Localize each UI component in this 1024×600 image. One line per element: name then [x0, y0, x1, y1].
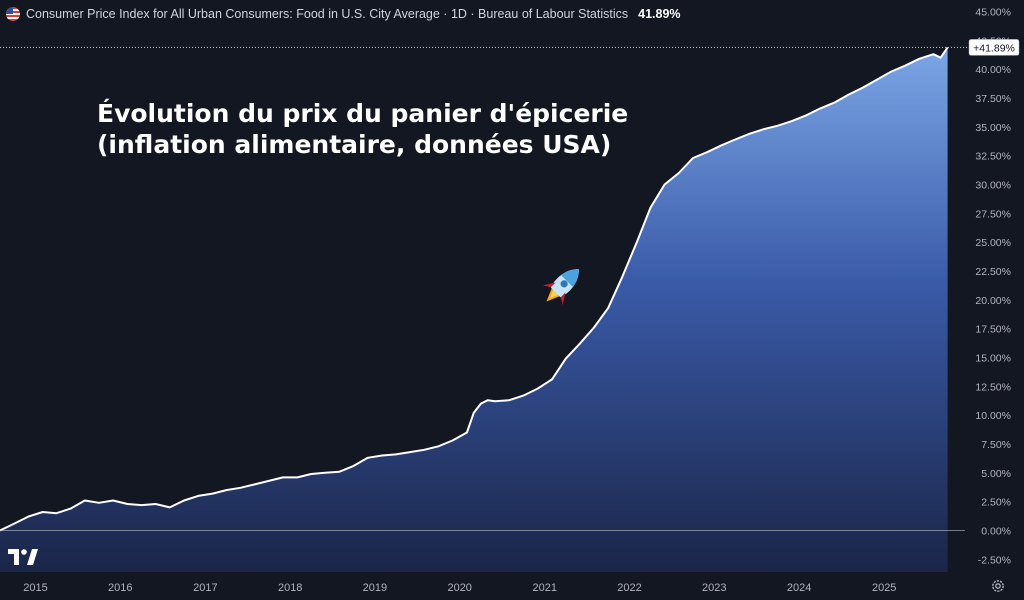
x-tick-label: 2025: [872, 582, 896, 594]
y-tick-label: 35.00%: [975, 122, 1011, 134]
y-tick-label: 2.50%: [981, 497, 1011, 509]
x-tick-label: 2015: [23, 582, 47, 594]
tradingview-logo-icon[interactable]: [8, 549, 38, 565]
area-fill: [0, 47, 948, 572]
series-last-value: 41.89%: [638, 7, 681, 21]
y-tick-label: 0.00%: [981, 526, 1011, 538]
y-tick-label: 32.50%: [975, 151, 1011, 163]
y-tick-label: 30.00%: [975, 180, 1011, 192]
x-tick-label: 2022: [617, 582, 641, 594]
y-tick-label: 40.00%: [975, 64, 1011, 76]
annotation-line-1: Évolution du prix du panier d'épicerie: [97, 99, 628, 128]
series-line[interactable]: [0, 46, 949, 532]
y-tick-label: 37.50%: [975, 93, 1011, 105]
x-tick-label: 2023: [702, 582, 726, 594]
series-title: Consumer Price Index for All Urban Consu…: [26, 7, 629, 21]
y-tick-label: 27.50%: [975, 208, 1011, 220]
y-tick-label: 5.00%: [981, 468, 1011, 480]
y-tick-label: 17.50%: [975, 324, 1011, 336]
y-tick-label: 25.00%: [975, 237, 1011, 249]
y-tick-label: 12.50%: [975, 381, 1011, 393]
gear-icon[interactable]: [991, 579, 1005, 593]
x-tick-label: 2016: [108, 582, 132, 594]
y-tick-label: 22.50%: [975, 266, 1011, 278]
y-tick-label: 10.00%: [975, 410, 1011, 422]
x-tick-label: 2019: [363, 582, 387, 594]
y-tick-label: 7.50%: [981, 439, 1011, 451]
x-tick-label: 2024: [787, 582, 811, 594]
us-flag-icon: [6, 7, 20, 21]
last-value-label: +41.89%: [973, 42, 1015, 54]
y-tick-label: -2.50%: [978, 554, 1011, 566]
y-tick-label: 45.00%: [975, 7, 1011, 19]
x-tick-label: 2020: [447, 582, 471, 594]
rocket-icon: [542, 269, 579, 306]
x-tick-label: 2018: [278, 582, 302, 594]
y-tick-label: 15.00%: [975, 353, 1011, 365]
x-tick-label: 2021: [533, 582, 557, 594]
y-tick-label: 20.00%: [975, 295, 1011, 307]
last-value-badge: [968, 39, 1020, 56]
annotation-line-2: (inflation alimentaire, données USA): [97, 130, 611, 159]
chart-header: Consumer Price Index for All Urban Consu…: [6, 4, 681, 24]
x-tick-label: 2017: [193, 582, 217, 594]
